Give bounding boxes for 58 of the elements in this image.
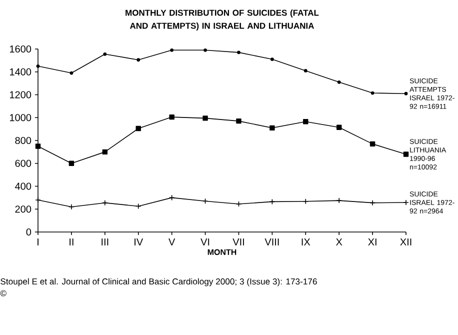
point xyxy=(303,119,308,124)
point xyxy=(135,203,142,210)
point xyxy=(102,200,108,206)
point xyxy=(103,52,107,56)
point xyxy=(35,144,41,149)
point xyxy=(337,80,341,84)
x-tick-label: IV xyxy=(134,238,144,246)
x-axis-title: MONTH xyxy=(208,249,236,255)
point xyxy=(370,141,376,147)
point xyxy=(236,118,242,124)
y-tick-label: 400 xyxy=(15,182,32,190)
point xyxy=(170,48,174,52)
x-tick-label: V xyxy=(168,238,176,246)
x-tick-label: VIII xyxy=(264,238,279,246)
text: Stoupel E et al. Journal of Clinical and Basic Cardiology 2000; 3 (Issue 3): 173-176 xyxy=(0,278,317,286)
point xyxy=(136,58,140,62)
point xyxy=(270,125,275,131)
point xyxy=(336,124,342,130)
point xyxy=(370,200,376,206)
point xyxy=(202,198,208,204)
y-tick-label: 200 xyxy=(15,206,32,213)
x-tick-label: III xyxy=(102,238,108,246)
point xyxy=(102,149,108,155)
x-tick-label: XI xyxy=(368,238,376,246)
x-tick-label: VII xyxy=(232,238,244,246)
x-tick-label: VI xyxy=(200,238,210,246)
point xyxy=(202,116,208,121)
point xyxy=(169,114,174,120)
point xyxy=(204,48,207,52)
y-tick-label: 1400 xyxy=(10,68,32,76)
point xyxy=(36,64,40,68)
y-tick-label: 800 xyxy=(15,136,32,144)
point xyxy=(304,69,308,72)
y-tick-label: 1600 xyxy=(10,45,32,53)
point xyxy=(237,50,240,54)
y-tick-label: 1200 xyxy=(10,91,32,98)
point xyxy=(70,71,74,75)
x-tick-label: XII xyxy=(400,238,412,246)
point xyxy=(236,201,242,207)
y-tick-label: 0 xyxy=(26,228,32,236)
point xyxy=(168,194,175,201)
point xyxy=(68,160,74,166)
text: © xyxy=(0,290,6,296)
y-tick-label: 1000 xyxy=(10,114,32,122)
point xyxy=(269,198,276,205)
x-tick-label: II xyxy=(70,238,74,246)
point xyxy=(404,92,408,96)
point xyxy=(302,198,309,204)
chart-title: MONTHLY DISTRIBUTION OF SUICIDES (FATAL AND ATTEMPTS) IN ISRAEL AND LITHUANIA xyxy=(126,10,319,30)
point xyxy=(336,198,342,204)
point xyxy=(403,152,409,157)
x-tick-label: IX xyxy=(302,238,310,246)
x-tick-label: X xyxy=(336,238,342,246)
y-tick-label: 600 xyxy=(15,160,32,167)
point xyxy=(370,91,374,95)
point xyxy=(270,58,274,61)
point xyxy=(68,204,74,210)
point xyxy=(136,126,141,132)
